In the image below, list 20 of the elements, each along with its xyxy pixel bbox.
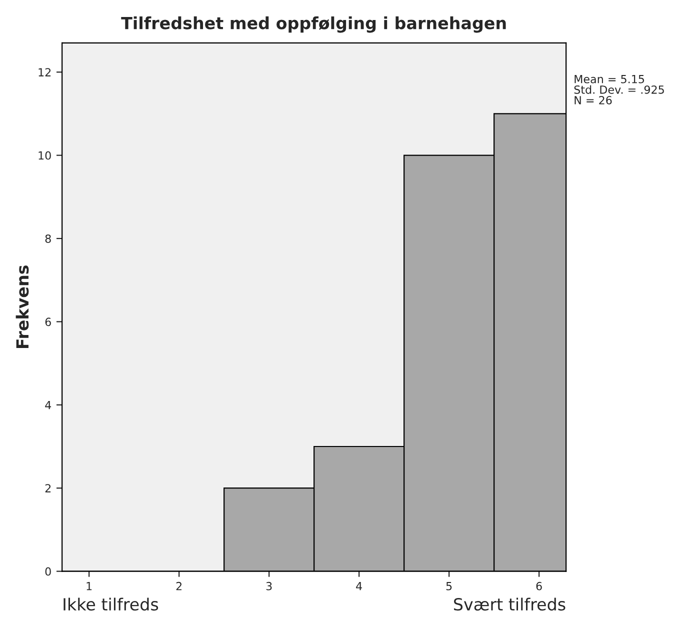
x-tick-label: 5 bbox=[446, 582, 452, 590]
y-tick-label: 2 bbox=[45, 484, 51, 492]
y-tick-label: 12 bbox=[38, 68, 51, 76]
chart-title: Tilfredshet med oppfølging i barnehagen bbox=[121, 16, 506, 33]
y-tick-label: 8 bbox=[45, 234, 51, 243]
text: Ikke tilfreds bbox=[64, 598, 158, 611]
text: Svært tilfreds bbox=[454, 598, 566, 611]
y-tick-label: 0 bbox=[45, 567, 51, 576]
x-tick-label: 1 bbox=[86, 582, 92, 590]
x-tick-label: 6 bbox=[536, 582, 542, 590]
y-tick-label: 4 bbox=[45, 401, 52, 410]
y-tick-label: 6 bbox=[45, 318, 51, 326]
text: Mean = 5.15 bbox=[574, 75, 644, 84]
y-axis-title: Frekvens bbox=[16, 265, 29, 348]
text: Std. Dev. = .925 bbox=[574, 85, 664, 94]
y-tick-label: 10 bbox=[38, 151, 51, 160]
x-tick-label: 3 bbox=[266, 582, 272, 590]
x-tick-label: 4 bbox=[356, 582, 362, 590]
x-tick-label: 2 bbox=[176, 582, 182, 590]
text: N = 26 bbox=[574, 96, 612, 104]
